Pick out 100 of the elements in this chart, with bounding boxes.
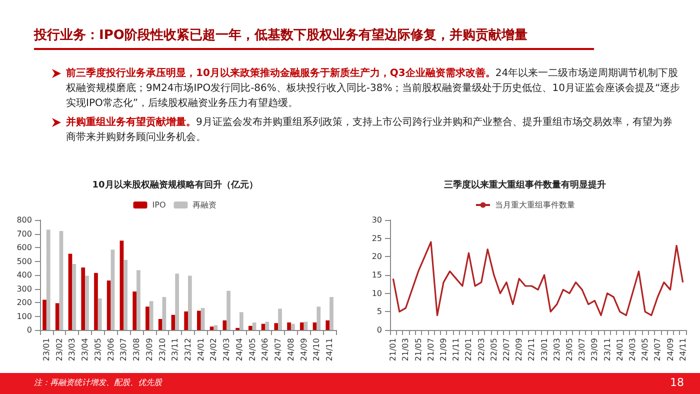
x-tick-label: 22/11	[527, 338, 536, 362]
x-tick-label: 24/08	[286, 338, 296, 362]
x-tick-label: 21/09	[439, 338, 448, 362]
bar	[197, 310, 201, 330]
y-tick-label: 0	[26, 326, 32, 334]
bar	[184, 311, 188, 330]
x-tick-label: 23/12	[184, 338, 192, 362]
y-tick-label: 0	[376, 326, 382, 334]
x-tick-label: 24/05	[640, 338, 650, 362]
x-tick-label: 24/10	[312, 338, 322, 362]
bar	[59, 231, 64, 330]
line-series	[392, 241, 684, 316]
bar	[85, 276, 89, 330]
bar	[98, 298, 102, 330]
bar	[290, 324, 295, 330]
bar	[330, 297, 334, 330]
x-tick-label: 23/07	[119, 338, 128, 362]
bar	[72, 264, 76, 330]
y-tick-label: 600	[16, 243, 32, 252]
y-tick-label: 30	[372, 216, 382, 224]
bar	[222, 320, 227, 330]
x-tick-label: 22/03	[476, 338, 486, 362]
bar	[252, 322, 256, 330]
bar	[239, 312, 244, 330]
x-tick-label: 23/03	[68, 338, 77, 362]
x-tick-label: 23/10	[158, 338, 167, 362]
chart-title: 三季度以来重大重组事件数量有明显提升	[444, 180, 606, 190]
x-tick-label: 23/05	[93, 338, 102, 362]
bar	[106, 280, 111, 330]
bar	[94, 272, 98, 330]
x-tick-label: 21/05	[414, 338, 423, 362]
y-tick-label: 10	[372, 288, 382, 298]
x-tick-label: 24/07	[653, 338, 662, 362]
x-tick-label: 21/11	[452, 338, 461, 362]
y-tick-label: 800	[16, 216, 32, 224]
bar	[278, 308, 282, 330]
bar	[274, 323, 278, 330]
x-tick-label: 23/09	[144, 338, 154, 362]
bar	[158, 319, 162, 330]
x-tick-label: 22/01	[464, 338, 474, 362]
x-tick-label: 24/03	[222, 338, 232, 362]
x-tick-label: 24/06	[260, 338, 270, 362]
x-tick-label: 21/07	[426, 338, 436, 362]
bar	[188, 276, 192, 330]
x-tick-label: 24/04	[234, 338, 244, 362]
y-tick-label: 400	[16, 270, 32, 280]
bar	[326, 320, 330, 330]
bar	[68, 254, 72, 330]
y-tick-label: 300	[16, 284, 32, 294]
bar	[287, 322, 291, 330]
x-tick-label: 23/05	[564, 338, 574, 362]
x-tick-label: 23/09	[590, 338, 600, 362]
y-tick-label: 200	[16, 298, 32, 307]
x-tick-label: 24/05	[248, 338, 257, 362]
x-tick-label: 23/08	[132, 338, 142, 362]
x-tick-label: 21/03	[401, 338, 410, 362]
x-tick-label: 24/09	[666, 338, 675, 362]
bar	[316, 306, 321, 330]
bar	[81, 267, 86, 330]
x-tick-label: 24/07	[274, 338, 283, 362]
bar	[46, 230, 50, 330]
x-tick-label: 21/01	[388, 338, 398, 362]
x-tick-label: 24/01	[196, 338, 206, 362]
y-tick-label: 100	[16, 312, 32, 321]
legend-label: IPO	[152, 200, 166, 210]
bar	[110, 250, 115, 330]
y-tick-label: 20	[372, 252, 382, 262]
bar	[120, 240, 124, 330]
y-tick-label: 500	[16, 256, 32, 266]
x-tick-label: 22/07	[502, 338, 512, 362]
x-tick-label: 23/06	[106, 338, 116, 362]
text: 18	[670, 376, 684, 389]
x-tick-label: 24/01	[615, 338, 624, 362]
x-tick-label: 24/11	[678, 338, 688, 362]
bar	[132, 292, 137, 330]
x-tick-label: 23/11	[170, 338, 180, 362]
bar	[210, 326, 214, 330]
text: 并购重组业务有望贡献增量。	[66, 117, 196, 128]
text: 注：再融资统计增发、配股、优先股	[34, 377, 162, 388]
bar	[42, 300, 46, 330]
y-tick-label: 5	[376, 307, 382, 316]
text: 投行业务：IPO阶段性收紧已超一年，低基数下股权业务有望边际修复，并购贡献增量	[34, 26, 528, 44]
x-tick-label: 23/11	[602, 338, 612, 362]
y-tick-label: 25	[372, 234, 382, 243]
x-tick-label: 24/03	[628, 338, 637, 362]
bar	[171, 314, 176, 330]
legend-label: 再融资	[192, 200, 217, 210]
x-tick-label: 24/02	[209, 338, 218, 362]
bar	[136, 270, 140, 330]
chart-title: 10月以来股权融资规模略有回升（亿元）	[92, 180, 258, 190]
x-tick-label: 23/03	[552, 338, 562, 362]
bar	[175, 274, 179, 330]
bar	[312, 322, 317, 330]
bar	[214, 325, 218, 330]
bar	[300, 322, 304, 330]
x-tick-label: 23/07	[578, 338, 587, 362]
text: 前三季度投行业务承压明显，10月以来政策推动金融服务于新质生产力，Q3企业融资需求改善。	[66, 68, 496, 79]
x-tick-label: 24/11	[325, 338, 334, 362]
x-tick-label: 23/04	[80, 338, 90, 362]
bar	[146, 306, 150, 330]
